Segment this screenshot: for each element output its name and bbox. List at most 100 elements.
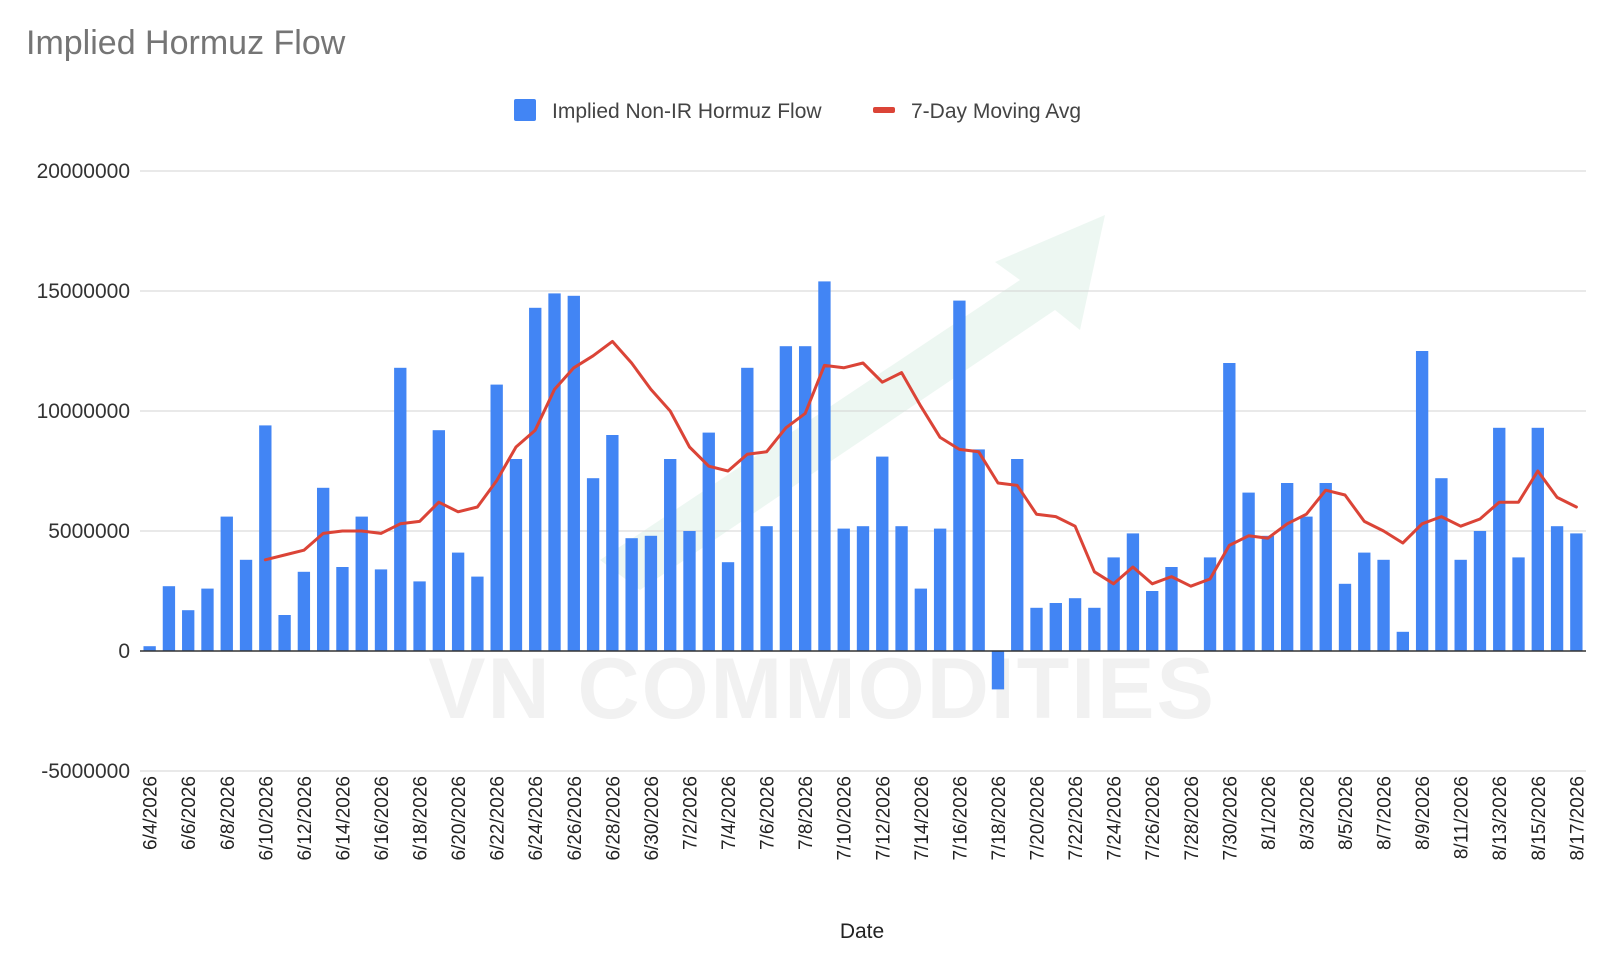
bar[interactable] <box>798 346 812 651</box>
bar[interactable] <box>1454 559 1467 651</box>
x-tick-label: 8/11/2026 <box>1452 776 1473 859</box>
bar[interactable] <box>1531 427 1544 651</box>
x-tick-label: 8/3/2026 <box>1297 776 1318 850</box>
bar[interactable] <box>625 538 638 651</box>
bar[interactable] <box>1107 557 1120 651</box>
x-tick-label: 7/4/2026 <box>719 776 740 850</box>
bar[interactable] <box>1377 559 1390 651</box>
bar[interactable] <box>1493 427 1506 651</box>
bar[interactable] <box>1088 607 1101 651</box>
bar[interactable] <box>374 569 388 651</box>
bar[interactable] <box>548 293 561 651</box>
x-tick-label: 7/22/2026 <box>1066 776 1087 861</box>
x-tick-label: 8/15/2026 <box>1529 776 1550 861</box>
legend-item-line[interactable]: 7-Day Moving Avg <box>873 100 1081 123</box>
bar[interactable] <box>1338 583 1352 651</box>
bar[interactable] <box>1570 533 1583 651</box>
bar[interactable] <box>259 425 272 651</box>
bar[interactable] <box>297 571 311 651</box>
bar[interactable] <box>914 588 928 651</box>
watermark-layer: VN COMMODITIES <box>428 215 1214 737</box>
bar[interactable] <box>1165 567 1178 651</box>
bar[interactable] <box>567 295 580 651</box>
x-tick-label: 7/26/2026 <box>1143 776 1164 861</box>
bar[interactable] <box>509 459 523 651</box>
line-series <box>263 339 1578 588</box>
x-tick-label: 6/6/2026 <box>179 776 200 850</box>
x-tick-label: 6/28/2026 <box>603 776 624 861</box>
bar[interactable] <box>355 516 368 651</box>
x-tick-label: 6/20/2026 <box>449 776 470 861</box>
bar[interactable] <box>1068 598 1082 651</box>
bar[interactable] <box>143 646 156 651</box>
bar[interactable] <box>991 651 1005 690</box>
bar[interactable] <box>162 586 176 651</box>
bar[interactable] <box>471 576 484 651</box>
x-tick-label: 6/16/2026 <box>372 776 393 861</box>
bar[interactable] <box>683 531 696 651</box>
bar[interactable] <box>837 528 850 651</box>
bar[interactable] <box>1512 557 1525 651</box>
bar[interactable] <box>239 559 253 651</box>
bar[interactable] <box>1049 603 1062 651</box>
bar[interactable] <box>432 430 446 651</box>
bar[interactable] <box>702 432 715 651</box>
bar-series <box>143 281 1583 690</box>
bar[interactable] <box>1030 607 1043 651</box>
x-tick-label: 8/1/2026 <box>1259 776 1280 850</box>
bar[interactable] <box>1146 591 1159 651</box>
x-tick-label: 6/26/2026 <box>565 776 586 861</box>
bar[interactable] <box>201 588 214 651</box>
bar[interactable] <box>1473 531 1487 651</box>
x-tick-label: 8/17/2026 <box>1567 776 1588 861</box>
x-tick-label: 7/20/2026 <box>1028 776 1049 861</box>
bar[interactable] <box>933 528 947 651</box>
bar[interactable] <box>336 567 349 651</box>
bar[interactable] <box>278 615 291 651</box>
bar[interactable] <box>316 487 330 651</box>
y-axis-ticks: -5000000 0 5000000 10000000 15000000 20000000 <box>37 160 130 783</box>
bar[interactable] <box>664 459 677 651</box>
bar[interactable] <box>644 535 658 651</box>
bar[interactable] <box>1261 535 1275 651</box>
bar[interactable] <box>779 346 793 651</box>
x-tick-label: 7/30/2026 <box>1220 776 1241 861</box>
bar[interactable] <box>1300 516 1313 651</box>
bar[interactable] <box>529 307 542 651</box>
bar[interactable] <box>182 610 195 651</box>
bar[interactable] <box>856 526 870 651</box>
bar[interactable] <box>1011 459 1024 651</box>
bar[interactable] <box>953 300 966 651</box>
bar[interactable] <box>760 526 773 651</box>
bar[interactable] <box>1415 351 1429 651</box>
bar[interactable] <box>876 456 889 651</box>
bar[interactable] <box>451 552 465 651</box>
bar[interactable] <box>895 526 908 651</box>
bar[interactable] <box>220 516 233 651</box>
bar[interactable] <box>721 562 735 651</box>
bar[interactable] <box>1358 552 1371 651</box>
bar[interactable] <box>490 384 503 651</box>
bar[interactable] <box>606 435 619 651</box>
bar[interactable] <box>586 478 600 651</box>
moving-average-line[interactable] <box>263 339 1578 588</box>
bar[interactable] <box>1550 526 1564 651</box>
bar[interactable] <box>1242 492 1255 651</box>
bar[interactable] <box>741 367 754 651</box>
bar[interactable] <box>394 367 407 651</box>
watermark-arrow-icon <box>600 215 1105 590</box>
bar[interactable] <box>1280 483 1294 651</box>
bar[interactable] <box>1435 478 1448 651</box>
bar[interactable] <box>1319 483 1332 651</box>
legend-item-bars[interactable]: Implied Non-IR Hormuz Flow <box>514 99 822 123</box>
bar[interactable] <box>1223 363 1236 651</box>
bar[interactable] <box>818 281 831 651</box>
bar[interactable] <box>1126 533 1140 651</box>
bar[interactable] <box>1396 631 1410 651</box>
x-tick-label: 6/8/2026 <box>218 776 239 850</box>
x-tick-label: 8/7/2026 <box>1375 776 1396 850</box>
bar[interactable] <box>972 449 985 651</box>
x-tick-label: 6/4/2026 <box>141 776 162 850</box>
bar[interactable] <box>413 581 426 651</box>
